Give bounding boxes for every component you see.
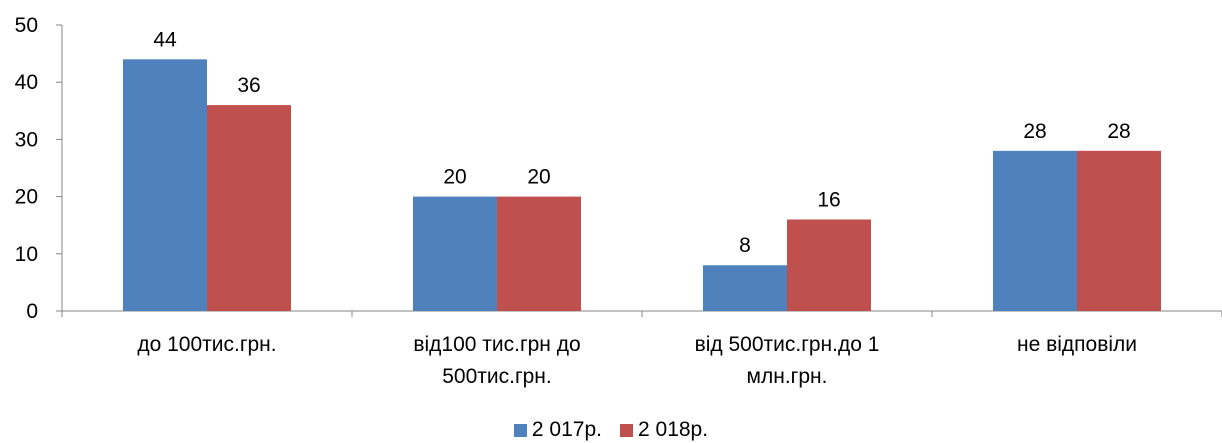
data-label: 8 [739,234,751,257]
bar [413,196,497,311]
legend-item-2018: 2 018р. [620,418,708,442]
data-label: 36 [237,74,260,97]
x-tick-label: не відповіли [1017,333,1137,356]
y-tick-label: 30 [15,128,38,151]
legend-item-2017: 2 017р. [513,418,602,442]
legend: 2 017р. 2 018р. [0,418,1222,442]
bar [703,265,787,311]
legend-swatch-2017 [513,423,527,437]
data-label: 28 [1107,120,1130,143]
y-tick-label: 0 [26,300,38,323]
x-tick-label: до 100тис.грн. [137,333,276,356]
legend-swatch-2018 [620,423,633,437]
bar [497,196,581,311]
bar [207,105,291,311]
data-label: 28 [1023,120,1046,143]
bar [993,150,1077,311]
y-tick-label: 40 [15,71,38,94]
bar [123,59,207,311]
x-tick-label: млн.грн. [747,365,828,388]
x-tick-label: 500тис.грн. [442,365,552,388]
x-tick-label: від100 тис.грн до [413,333,580,356]
y-tick-label: 50 [15,14,38,37]
bar [787,219,871,311]
bar [1077,150,1161,311]
legend-label-2017: 2 017р. [531,418,602,441]
y-tick-label: 10 [15,243,38,266]
data-label: 20 [527,166,550,189]
data-label: 16 [817,188,840,211]
data-label: 44 [153,28,177,51]
x-tick-label: від 500тис.грн.до 1 [695,333,880,356]
data-label: 20 [443,166,466,189]
legend-label-2018: 2 018р. [638,418,709,441]
y-tick-label: 20 [15,186,38,209]
